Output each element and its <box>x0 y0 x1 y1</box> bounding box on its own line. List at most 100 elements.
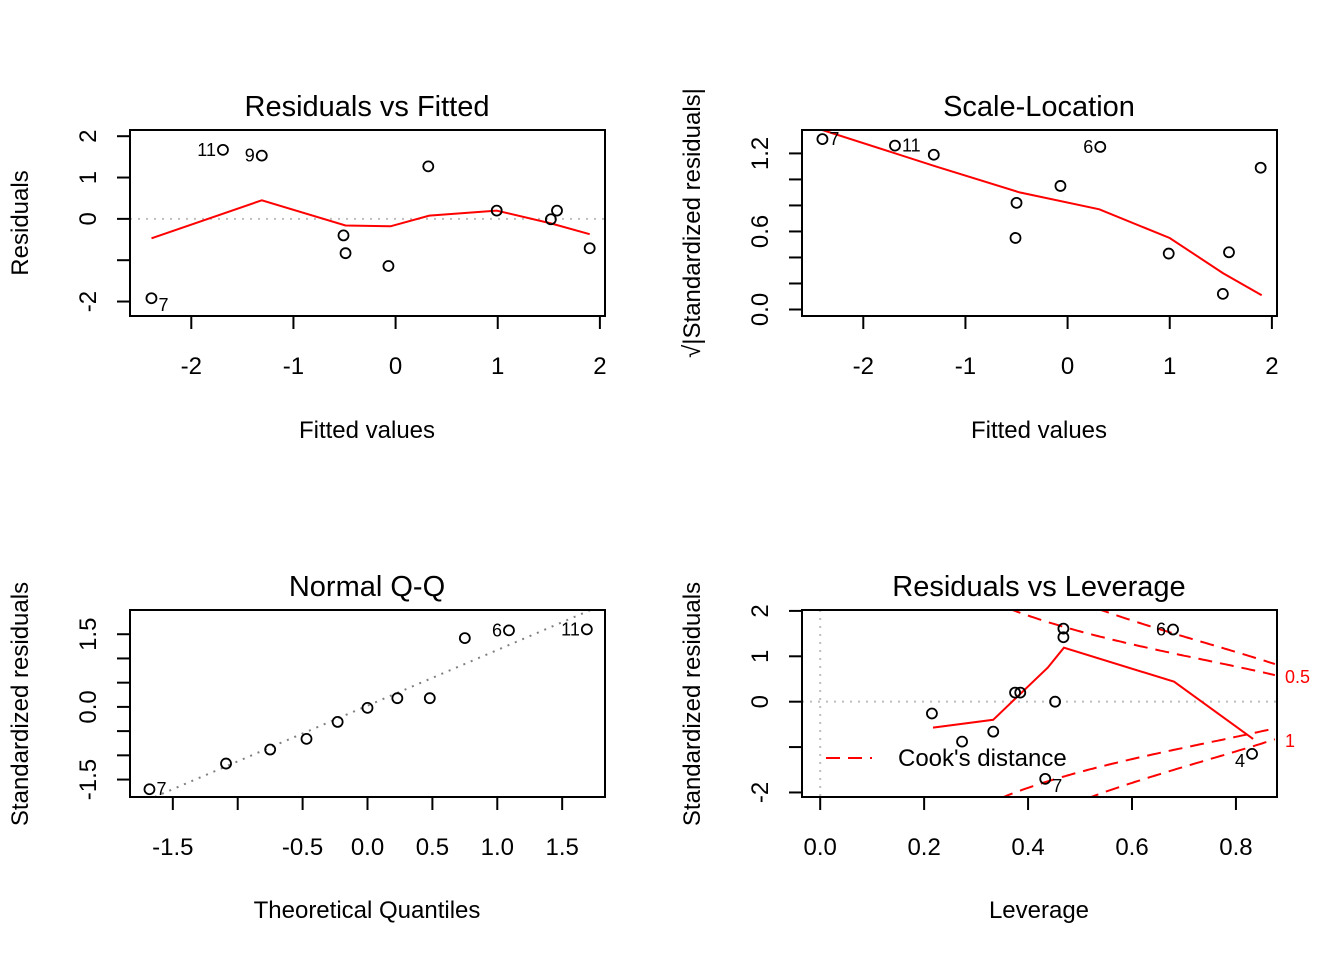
panel-3-ylabel: Standardized residuals <box>7 582 34 826</box>
panel-1-point-1 <box>145 292 158 305</box>
panel-2-x-tick-label: 1 <box>1163 353 1176 380</box>
panel-4-y-tick-label: 0 <box>747 695 774 708</box>
panel-2-plot-area <box>822 130 1263 297</box>
panel-4-point-label-6: 6 <box>1156 620 1166 640</box>
panel-4-point-10 <box>1246 747 1258 760</box>
panel-4-point-5 <box>1014 686 1027 699</box>
panel-4-y-tick-label: 1 <box>747 650 774 663</box>
panel-2-point-2 <box>889 139 901 152</box>
panel-3-point-6 <box>361 701 374 714</box>
panel-4-xlabel: Leverage <box>989 897 1089 924</box>
panel-2-point-4 <box>1094 141 1107 153</box>
panel-1-y-tick-label: -2 <box>75 291 102 312</box>
panel-3-point-2 <box>220 757 232 770</box>
panel-3-point-label-11: 11 <box>561 619 580 639</box>
panel-1-point-label-7: 7 <box>158 295 168 315</box>
panel-1-frame <box>129 129 606 317</box>
panel-3-point-3 <box>264 743 277 756</box>
panel-2-x-tick-label: -1 <box>955 353 976 380</box>
panel-1-y-tick-label: 2 <box>75 130 102 143</box>
panel-2-x-tick-label: 0 <box>1061 353 1074 380</box>
panel-1-x-tick-label: 0 <box>389 353 402 380</box>
panel-4-point-label-4: 4 <box>1235 751 1245 771</box>
panel-2-ylabel: √|Standardized residuals| <box>679 88 706 358</box>
panel-2-point-8 <box>1162 247 1175 260</box>
panel-4-plot-area <box>802 610 1277 797</box>
panel-3-x-tick-label: -0.5 <box>282 834 323 861</box>
panel-3-point-label-7: 7 <box>156 779 166 799</box>
panel-4-x-tick-label: 0.6 <box>1115 834 1148 861</box>
panel-1-point-label-11: 11 <box>197 140 216 160</box>
panel-2-y-tick-label: 0.6 <box>747 215 774 248</box>
panel-1-ylabel: Residuals <box>7 170 34 275</box>
panel-3-x-tick-label: 0.5 <box>416 834 449 861</box>
panel-4-point-1 <box>926 707 938 720</box>
panel-4-point-2 <box>956 735 968 748</box>
panel-2-point-label-7: 7 <box>829 129 839 149</box>
panel-4-frame <box>801 609 1278 798</box>
panel-1-point-3 <box>255 149 268 162</box>
panel-4-x-tick-label: 0.0 <box>804 834 837 861</box>
panel-2-point-3 <box>927 148 940 161</box>
panel-4-point-3 <box>987 725 1000 738</box>
panel-4-point-6 <box>1049 695 1061 708</box>
panel-2-xlabel: Fitted values <box>971 417 1107 444</box>
panel-1-point-5 <box>337 229 350 242</box>
panel-4-title: Residuals vs Leverage <box>892 571 1185 603</box>
panel-1-xlabel: Fitted values <box>299 417 435 444</box>
panel-1-point-8 <box>490 204 503 217</box>
panel-1-point-6 <box>339 247 352 260</box>
panel-2-y-tick-label: 0.0 <box>747 293 774 326</box>
panel-1-point-2 <box>217 143 229 156</box>
cooks-distance-contour-0.5-lower <box>1000 727 1276 797</box>
panel-3-title: Normal Q-Q <box>289 571 445 603</box>
panel-3-x-tick-label: -1.5 <box>152 834 193 861</box>
panel-4-point-9 <box>1167 623 1179 636</box>
cooks-level-label-1: 1 <box>1285 731 1295 751</box>
panel-3-y-tick-label: -1.5 <box>75 759 102 800</box>
panel-2-title: Scale-Location <box>943 91 1135 123</box>
panel-4-y-tick-label: 2 <box>747 604 774 617</box>
panel-2-point-5 <box>1054 180 1067 192</box>
panel-1-point-4 <box>422 160 435 173</box>
panel-1-title: Residuals vs Fitted <box>245 91 490 123</box>
panel-2-frame <box>801 129 1278 317</box>
panel-3-xlabel: Theoretical Quantiles <box>254 897 481 924</box>
panel-4-point-label-7: 7 <box>1052 776 1062 796</box>
panel-2-point-10 <box>1216 287 1229 300</box>
panel-4-smoother-line <box>932 646 1254 740</box>
panel-3-x-tick-label: 0.0 <box>351 834 384 861</box>
panel-3-y-tick-label: 1.5 <box>75 618 102 651</box>
panel-4-point-7 <box>1057 622 1070 635</box>
panel-3-x-tick-label: 1.5 <box>545 834 578 861</box>
panel-1-x-tick-label: 1 <box>491 353 504 380</box>
panel-2-smoother-line <box>822 130 1263 297</box>
panel-3-y-tick-label: 0.0 <box>75 690 102 723</box>
panel-3-point-4 <box>300 732 313 745</box>
panel-1-x-tick-label: 2 <box>593 353 606 380</box>
panel-2-point-6 <box>1010 196 1023 209</box>
panel-2-point-7 <box>1009 232 1022 244</box>
panel-1-y-tick-label: 0 <box>75 212 102 225</box>
panel-3-point-10 <box>503 624 515 637</box>
panel-2-point-label-6: 6 <box>1083 137 1093 157</box>
panel-2-point-9 <box>1223 246 1235 259</box>
panel-4-x-tick-label: 0.8 <box>1219 834 1252 861</box>
panel-4-point-8 <box>1057 631 1070 644</box>
panel-3-x-tick-label: 1.0 <box>481 834 514 861</box>
panel-2-x-tick-label: 2 <box>1265 353 1278 380</box>
panel-4-x-tick-label: 0.4 <box>1011 834 1044 861</box>
panel-3-point-1 <box>143 783 156 796</box>
panel-4-point-4 <box>1009 686 1021 699</box>
panel-3-point-label-6: 6 <box>492 620 502 640</box>
panel-2-x-tick-label: -2 <box>853 353 874 380</box>
panel-1-point-label-9: 9 <box>245 146 255 166</box>
panel-4-ylabel: Standardized residuals <box>679 582 706 826</box>
panel-4-y-tick-label: -2 <box>747 782 774 803</box>
panel-2-point-11 <box>1254 161 1267 174</box>
panel-1-x-tick-label: -1 <box>283 353 304 380</box>
panel-1-point-11 <box>583 242 596 255</box>
